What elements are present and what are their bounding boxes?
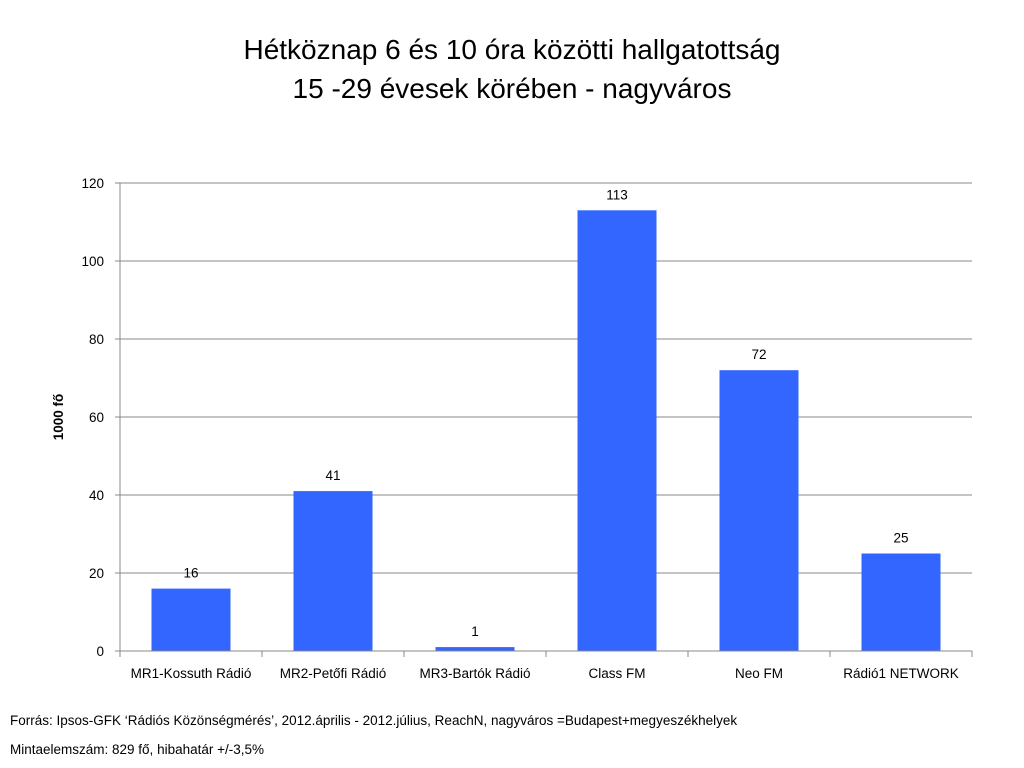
bar [861,553,941,651]
y-tick-label: 40 [89,488,104,503]
chart-title-line-1: Hétköznap 6 és 10 óra közötti hallgatott… [243,34,781,65]
bar [151,588,231,651]
axes [115,182,973,657]
x-tick-label: MR3-Bartók Rádió [419,666,530,681]
bar [293,491,373,651]
bars [151,210,941,652]
sample-note: Mintaelemszám: 829 fő, hibahatár +/-3,5% [10,742,265,757]
data-label: 25 [893,531,908,546]
y-tick-label: 120 [81,176,104,191]
y-tick-label: 20 [89,566,104,581]
labels: 0 20 40 60 80 100 120 16 MR1-Kossuth Rádió 41 MR2-… [51,176,959,681]
data-label: 41 [325,468,340,483]
x-tick-label: MR1-Kossuth Rádió [131,666,252,681]
y-tick-label: 80 [89,332,104,347]
source-note: Forrás: Ipsos-GFK ‘Rádiós Közönségmérés’… [10,713,738,728]
bar [435,647,515,651]
x-tick-label: Neo FM [735,666,783,681]
bar [719,370,799,651]
bar-chart: 0 20 40 60 80 100 120 16 MR1-Kossuth Rádió 41 MR2-… [51,176,973,681]
gridlines [120,182,972,574]
chart-title-line-2: 15 -29 évesek körében - nagyváros [292,73,732,104]
bar [577,210,657,652]
y-tick-label: 100 [81,254,104,269]
y-axis-title: 1000 fő [51,394,66,441]
chart-title: Hétköznap 6 és 10 óra közötti hallgatott… [0,30,1024,108]
data-label: 1 [471,624,479,639]
x-tick-label: Class FM [589,666,646,681]
data-label: 16 [183,566,198,581]
x-tick-label: MR2-Petőfi Rádió [280,666,387,681]
x-tick-label: Rádió1 NETWORK [843,666,959,681]
data-label: 72 [751,347,766,362]
y-tick-label: 0 [96,644,104,659]
y-tick-label: 60 [89,410,104,425]
data-label: 113 [606,187,628,202]
